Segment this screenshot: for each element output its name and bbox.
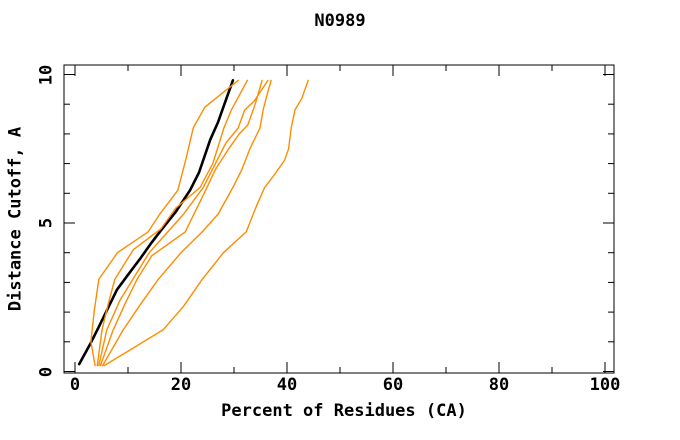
x-tick-label: 40 (276, 375, 298, 395)
x-tick-label: 100 (589, 375, 621, 395)
series-line-prediction-4 (99, 79, 263, 367)
series-line-prediction-3 (98, 79, 269, 367)
x-tick-label: 20 (170, 375, 192, 395)
x-tick-label: 60 (382, 375, 404, 395)
plot-frame (63, 64, 615, 374)
series-line-prediction-1 (90, 79, 239, 367)
y-tick-label: 5 (36, 217, 57, 229)
x-tick-label: 80 (488, 375, 510, 395)
y-tick-label: 10 (36, 64, 57, 85)
x-tick-label: 0 (69, 375, 81, 395)
series-line-prediction-6 (103, 79, 309, 367)
series-line-prediction-5 (101, 79, 272, 367)
series-line-reference-black (77, 79, 235, 366)
series-line-prediction-2 (96, 79, 249, 367)
chart-title: N0989 (314, 11, 366, 31)
y-axis-label: Distance Cutoff, A (5, 126, 26, 312)
x-axis-label: Percent of Residues (CA) (221, 401, 467, 421)
y-tick-label: 0 (36, 366, 57, 377)
